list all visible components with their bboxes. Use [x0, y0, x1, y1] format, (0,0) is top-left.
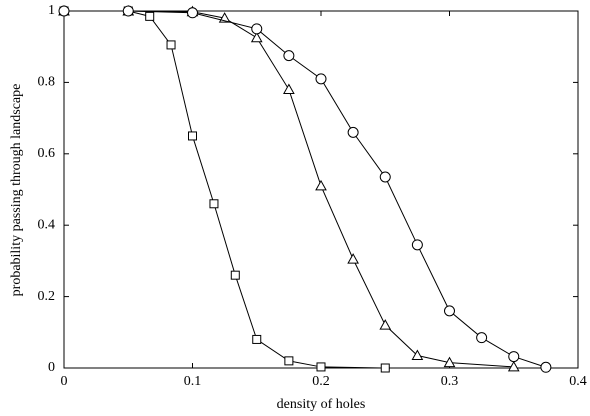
circle-marker: [540, 361, 552, 373]
circle-marker: [347, 126, 359, 138]
x-tick-label: 0.1: [184, 374, 202, 389]
square-marker: [252, 334, 262, 344]
circle-marker: [476, 332, 488, 344]
y-tick-label: 0.6: [38, 146, 56, 161]
y-tick-label: 0.2: [38, 289, 56, 304]
circle-marker: [379, 171, 391, 183]
triangle-marker: [379, 319, 392, 330]
square-marker: [380, 363, 390, 373]
x-tick-label: 0.2: [312, 374, 330, 389]
square-marker: [316, 362, 326, 372]
y-tick-label: 1: [48, 3, 55, 18]
triangle-marker: [443, 356, 456, 368]
series-line: [64, 10, 547, 368]
triangle-marker: [411, 349, 424, 361]
circle-marker: [283, 50, 295, 62]
series-line: [64, 10, 514, 368]
circle-marker: [187, 7, 198, 19]
square-marker: [284, 356, 294, 366]
square-marker: [188, 131, 197, 141]
x-tick-label: 0.4: [569, 374, 587, 389]
y-tick-label: 0.4: [38, 217, 56, 232]
square-marker: [230, 270, 240, 280]
square-marker: [209, 199, 219, 209]
circle-marker: [58, 5, 70, 17]
circle-marker: [315, 73, 327, 85]
circle-marker: [411, 239, 423, 251]
circle-marker: [508, 351, 520, 363]
triangle-marker: [250, 31, 263, 43]
circle-marker: [251, 23, 263, 35]
circle-marker: [444, 305, 455, 317]
x-axis-label: density of holes: [277, 397, 366, 412]
square-marker: [166, 40, 176, 50]
y-tick-label: 0.8: [38, 75, 56, 90]
x-tick-label: 0.3: [441, 374, 459, 389]
circle-marker: [122, 5, 134, 17]
series-line: [64, 10, 386, 369]
square-marker: [145, 11, 155, 21]
triangle-marker: [283, 83, 295, 95]
y-tick-label: 0: [48, 360, 55, 375]
triangle-marker: [507, 360, 520, 372]
triangle-marker: [347, 253, 359, 264]
triangle-marker: [315, 179, 327, 191]
x-tick-label: 0: [61, 374, 68, 389]
y-axis-label: probability passing through landscape: [9, 84, 24, 297]
